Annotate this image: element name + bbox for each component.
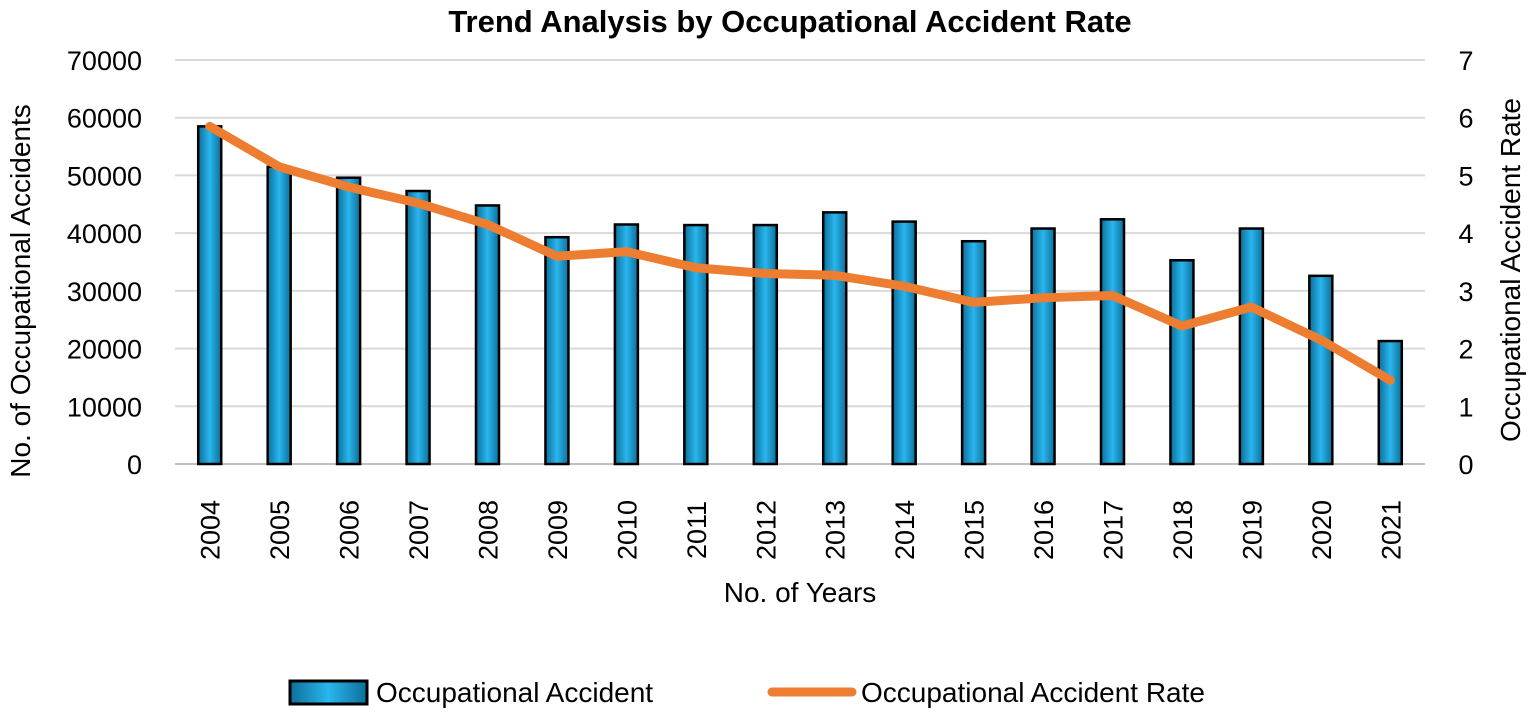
x-tick-label: 2008: [474, 500, 504, 560]
x-tick-label: 2020: [1307, 500, 1337, 560]
chart-title: Trend Analysis by Occupational Accident …: [448, 4, 1131, 39]
bar: [683, 223, 709, 466]
x-axis-title: No. of Years: [724, 577, 877, 608]
line-series: [205, 121, 1395, 385]
y-tick-label: 30000: [67, 277, 142, 307]
bar: [1238, 227, 1265, 466]
bar: [1099, 218, 1126, 466]
y-tick-label: 40000: [67, 219, 142, 249]
y2-tick-label: 3: [1458, 277, 1473, 307]
y2-tick-label: 7: [1458, 46, 1473, 76]
x-tick-label: 2016: [1029, 500, 1059, 560]
bar: [1377, 339, 1404, 466]
rate-line: [205, 121, 1395, 385]
left-axis-ticks: 0 10000 20000 30000 40000 50000 60000 70000: [67, 46, 142, 480]
y-tick-label: 10000: [67, 392, 142, 422]
gridlines: [175, 59, 1425, 465]
x-axis-ticks: 2004 2005 2006 2007 2008 2009 2010 2011 2012 2013…: [196, 500, 1407, 560]
bar: [266, 165, 292, 466]
y-tick-label: 50000: [67, 161, 142, 191]
y-axis-title: No. of Occupational Accidents: [5, 104, 36, 478]
y2-axis-title: Occupational Accident Rate: [1495, 98, 1526, 442]
y2-tick-label: 0: [1458, 450, 1473, 480]
x-tick-label: 2007: [404, 500, 434, 560]
bar: [1308, 274, 1334, 466]
x-tick-label: 2019: [1237, 500, 1267, 560]
bar: [1169, 259, 1195, 466]
right-axis-ticks: 0 1 2 3 4 5 6 7: [1458, 46, 1473, 480]
x-tick-label: 2005: [265, 500, 295, 560]
x-tick-label: 2010: [612, 500, 642, 560]
x-tick-label: 2006: [335, 500, 365, 560]
legend-bar-label: Occupational Accident: [376, 677, 653, 708]
bar-series: [196, 125, 1404, 466]
x-tick-label: 2017: [1099, 500, 1129, 560]
x-tick-label: 2021: [1376, 500, 1406, 560]
bar: [1030, 227, 1056, 466]
x-tick-label: 2015: [960, 500, 990, 560]
y2-tick-label: 5: [1458, 161, 1473, 191]
bar: [474, 204, 501, 466]
legend: Occupational Accident Occupational Accid…: [288, 677, 1205, 708]
x-tick-label: 2013: [821, 500, 851, 560]
y2-tick-label: 6: [1458, 104, 1473, 134]
legend-bar-swatch: [288, 679, 369, 706]
x-tick-label: 2004: [196, 500, 226, 560]
y2-tick-label: 1: [1458, 392, 1473, 422]
y-tick-label: 70000: [67, 46, 142, 76]
y-tick-label: 0: [127, 450, 142, 480]
x-tick-label: 2014: [890, 500, 920, 560]
x-tick-label: 2018: [1168, 500, 1198, 560]
bar: [335, 176, 362, 466]
bar: [196, 125, 223, 466]
legend-line-label: Occupational Accident Rate: [861, 677, 1205, 708]
bar: [821, 211, 848, 466]
y-tick-label: 20000: [67, 335, 142, 365]
x-tick-label: 2009: [543, 500, 573, 560]
y2-tick-label: 4: [1458, 219, 1473, 249]
bar: [544, 235, 570, 466]
y2-tick-label: 2: [1458, 335, 1473, 365]
bar: [613, 223, 640, 466]
bar: [752, 223, 779, 466]
bar: [891, 220, 917, 466]
x-tick-label: 2012: [751, 500, 781, 560]
bar: [960, 239, 987, 466]
y-tick-label: 60000: [67, 104, 142, 134]
bar: [405, 189, 431, 466]
x-tick-label: 2011: [682, 501, 712, 559]
